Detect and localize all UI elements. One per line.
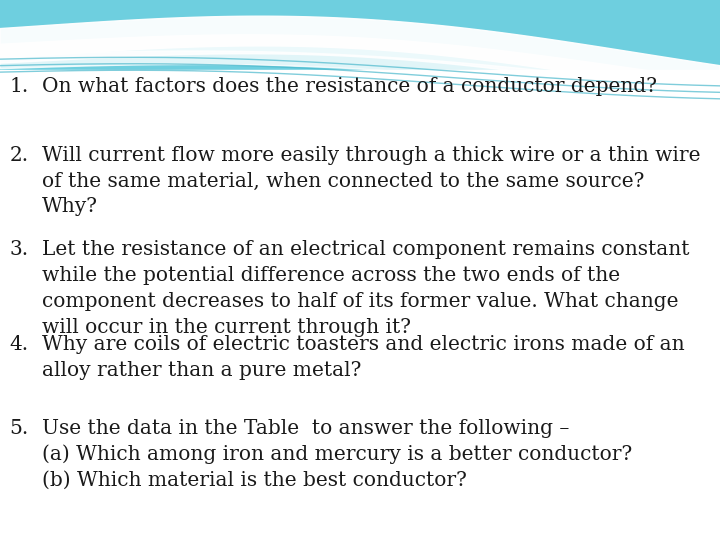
Text: 5.: 5. xyxy=(9,418,29,437)
Text: Let the resistance of an electrical component remains constant
while the potenti: Let the resistance of an electrical comp… xyxy=(42,240,689,336)
Text: 2.: 2. xyxy=(9,146,29,165)
Text: 3.: 3. xyxy=(9,240,29,259)
Text: Use the data in the Table  to answer the following –
(a) Which among iron and me: Use the data in the Table to answer the … xyxy=(42,418,632,490)
Text: Why are coils of electric toasters and electric irons made of an
alloy rather th: Why are coils of electric toasters and e… xyxy=(42,335,685,380)
Text: Will current flow more easily through a thick wire or a thin wire
of the same ma: Will current flow more easily through a … xyxy=(42,146,701,217)
Text: 1.: 1. xyxy=(9,77,29,96)
Text: 4.: 4. xyxy=(9,335,29,354)
Text: On what factors does the resistance of a conductor depend?: On what factors does the resistance of a… xyxy=(42,77,657,96)
